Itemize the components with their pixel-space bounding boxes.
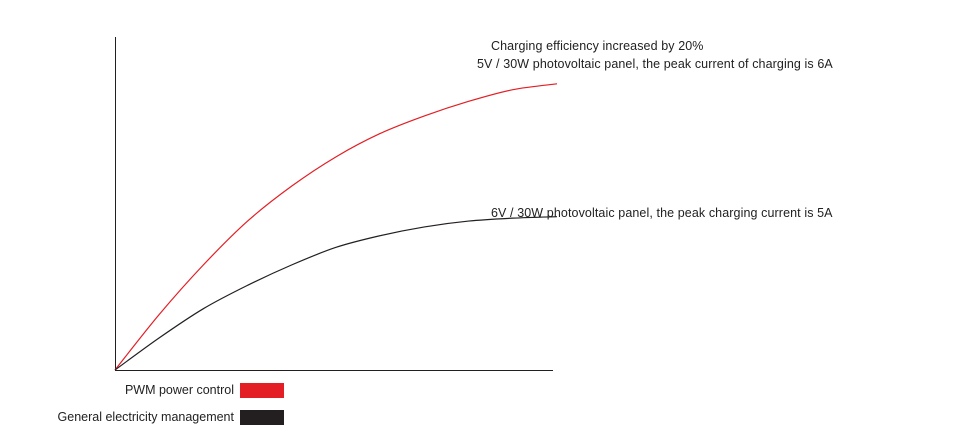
legend-label-pwm: PWM power control [124, 383, 234, 397]
legend-item-general: General electricity management [58, 409, 284, 425]
annotation-general-series: 6V / 30W photovoltaic panel, the peak ch… [491, 206, 833, 220]
annotation-pwm-series: 5V / 30W photovoltaic panel, the peak cu… [477, 57, 833, 71]
legend-swatch-general [240, 409, 284, 425]
legend-item-pwm: PWM power control [125, 382, 284, 398]
legend-label-general: General electricity management [57, 410, 234, 424]
series-line-pwm [114, 83, 558, 371]
annotation-efficiency: Charging efficiency increased by 20% [491, 39, 704, 53]
series-line-general [114, 216, 558, 371]
legend-swatch-pwm [240, 382, 284, 398]
